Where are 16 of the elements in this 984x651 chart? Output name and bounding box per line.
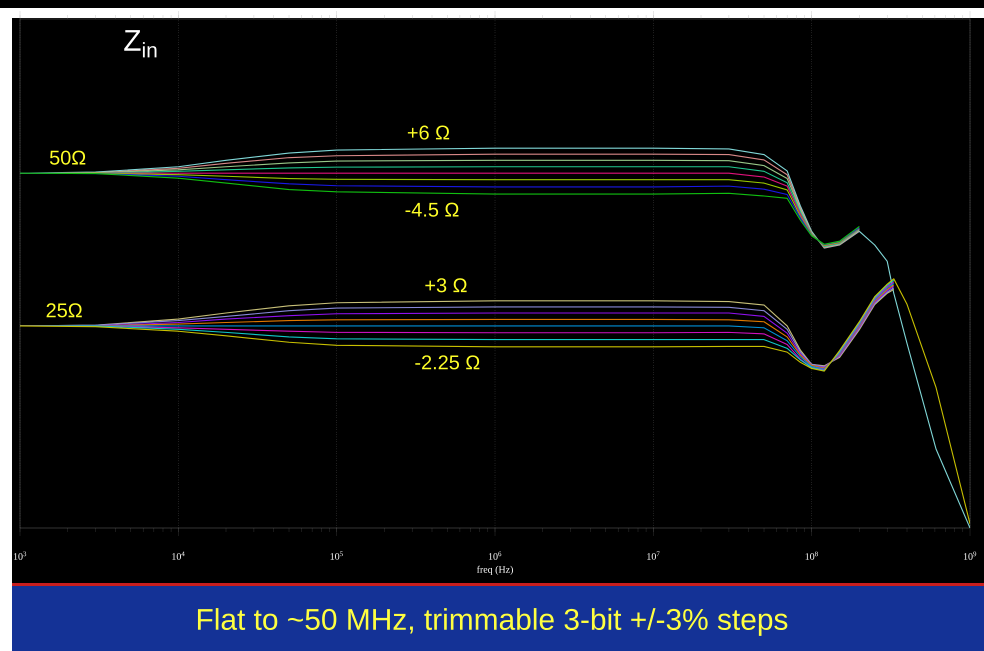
x-tick-label: 10$^{3}$	[14, 552, 26, 560]
annotation: +6 Ω	[408, 126, 450, 140]
x-tick-label: 10$^{8}$	[806, 552, 818, 560]
x-tick-label: 10$^{4}$	[172, 552, 185, 560]
annotation: +3 Ω	[425, 278, 467, 292]
chart-title: Z$_{in}$	[124, 30, 156, 58]
x-tick-label: 10$^{7}$	[647, 552, 660, 560]
annotation: -2.25 Ω	[415, 355, 480, 370]
annotation: 25Ω	[46, 303, 82, 318]
x-tick-label: 10$^{6}$	[488, 552, 502, 560]
x-tick-label: 10$^{5}$	[330, 552, 343, 560]
text: Flat to ~50 MHz, trimmable 3-bit +/-3% steps	[198, 608, 788, 636]
x-axis-title: freq (Hz)	[476, 566, 513, 575]
annotation: -4.5 Ω	[406, 202, 458, 217]
annotation: 50Ω	[50, 150, 86, 165]
x-tick-label: 10$^{9}$	[964, 552, 976, 560]
